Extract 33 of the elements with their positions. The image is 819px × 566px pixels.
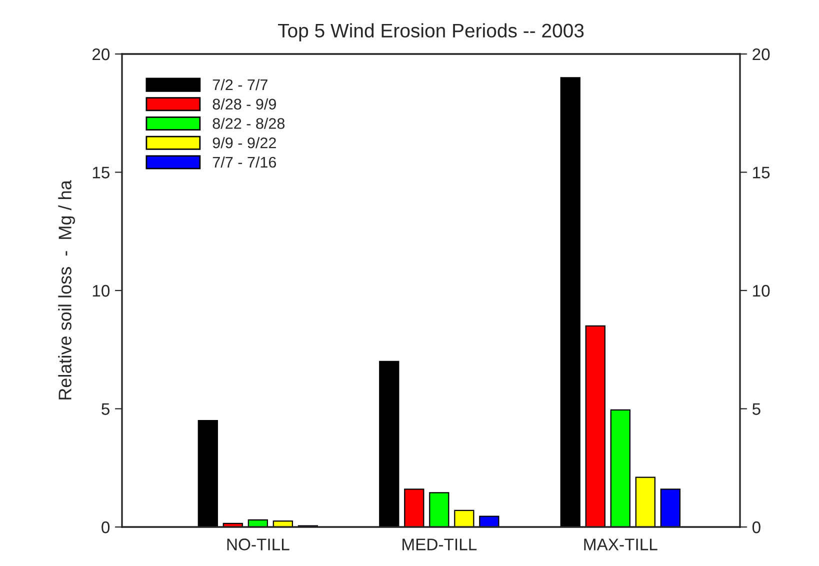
y-tick-label: 10: [92, 284, 110, 297]
x-tick-label: MED-TILL: [402, 538, 477, 550]
bar: [479, 516, 500, 527]
bar: [198, 420, 218, 527]
bar: [248, 519, 268, 527]
legend-label: 7/2 - 7/7: [212, 78, 268, 90]
legend-label: 7/7 - 7/16: [212, 156, 276, 168]
bar: [404, 488, 424, 527]
y-tick-label: 0: [102, 521, 110, 534]
y-tick-label: 20: [92, 48, 110, 60]
x-tick-label: NO-TILL: [227, 538, 290, 550]
bar: [454, 510, 474, 527]
legend-label: 8/22 - 8/28: [212, 118, 285, 129]
bar: [379, 360, 400, 527]
y2-tick-label: 5: [752, 403, 760, 415]
bar: [660, 488, 680, 527]
y-tick-label: 15: [92, 166, 110, 178]
y2-tick-label: 20: [752, 48, 770, 60]
legend-label: 9/9 - 9/22: [212, 137, 276, 148]
y2-tick-label: 10: [753, 284, 770, 297]
bar: [610, 409, 630, 527]
chart-title: Top 5 Wind Erosion Periods -- 2003: [278, 23, 584, 42]
bar: [429, 492, 450, 527]
y2-tick-label: 0: [752, 521, 760, 534]
y2-tick-label: 15: [753, 166, 770, 178]
y-tick-label: 5: [102, 403, 110, 415]
bar: [635, 476, 656, 527]
y-axis-title: Relative soil loss - Mg / ha: [58, 180, 75, 400]
x-tick-label: MAX-TILL: [584, 538, 658, 550]
bar: [560, 77, 580, 527]
bar: [585, 325, 606, 527]
legend-label: 8/28 - 9/9: [212, 98, 276, 110]
bar: [272, 520, 294, 527]
